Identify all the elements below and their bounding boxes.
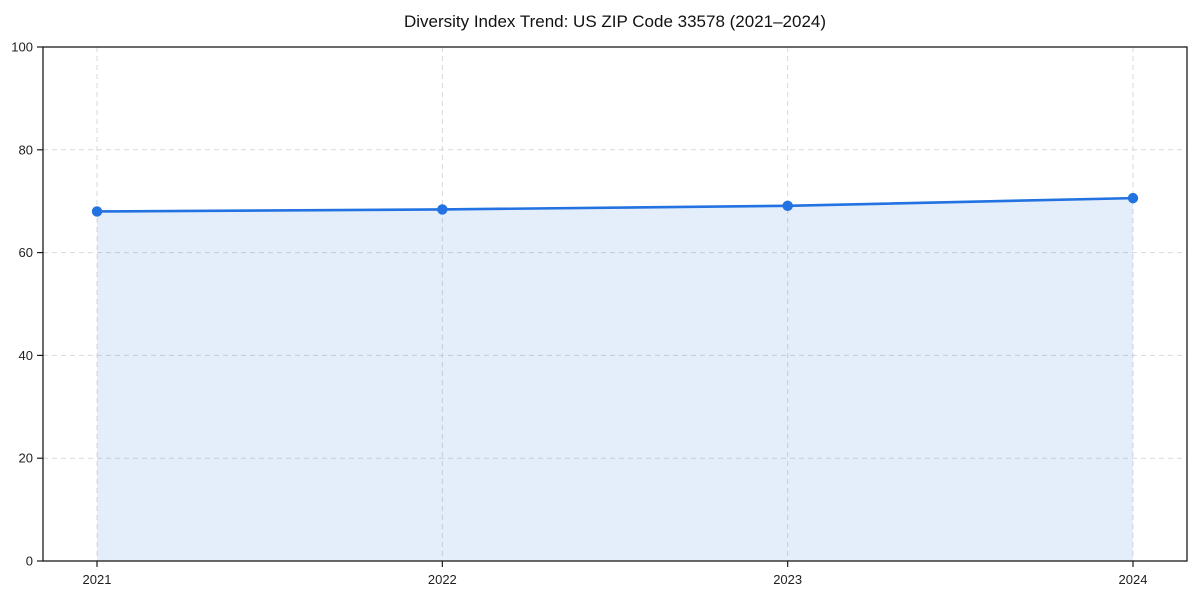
y-tick-label: 20 [19, 451, 33, 466]
data-point-2022 [437, 204, 448, 215]
chart-title: Diversity Index Trend: US ZIP Code 33578… [404, 12, 826, 31]
trend-line [95, 196, 1135, 213]
y-tick-label: 100 [11, 40, 33, 55]
y-tick-label: 40 [19, 348, 33, 363]
data-point-2023 [782, 200, 793, 212]
x-tick-label: 2024 [1119, 572, 1148, 587]
x-tick-label: 2023 [773, 572, 802, 587]
y-tick-label: 0 [26, 554, 33, 569]
data-point-2021 [91, 206, 103, 217]
data-point-2024 [1127, 192, 1139, 204]
x-tick-label: 2021 [83, 572, 112, 587]
y-tick-label: 60 [19, 245, 33, 260]
y-tick-label: 80 [19, 142, 33, 157]
plot-border [42, 46, 1188, 562]
x-tick-label: 2022 [428, 572, 457, 587]
area-fill [97, 198, 1133, 561]
